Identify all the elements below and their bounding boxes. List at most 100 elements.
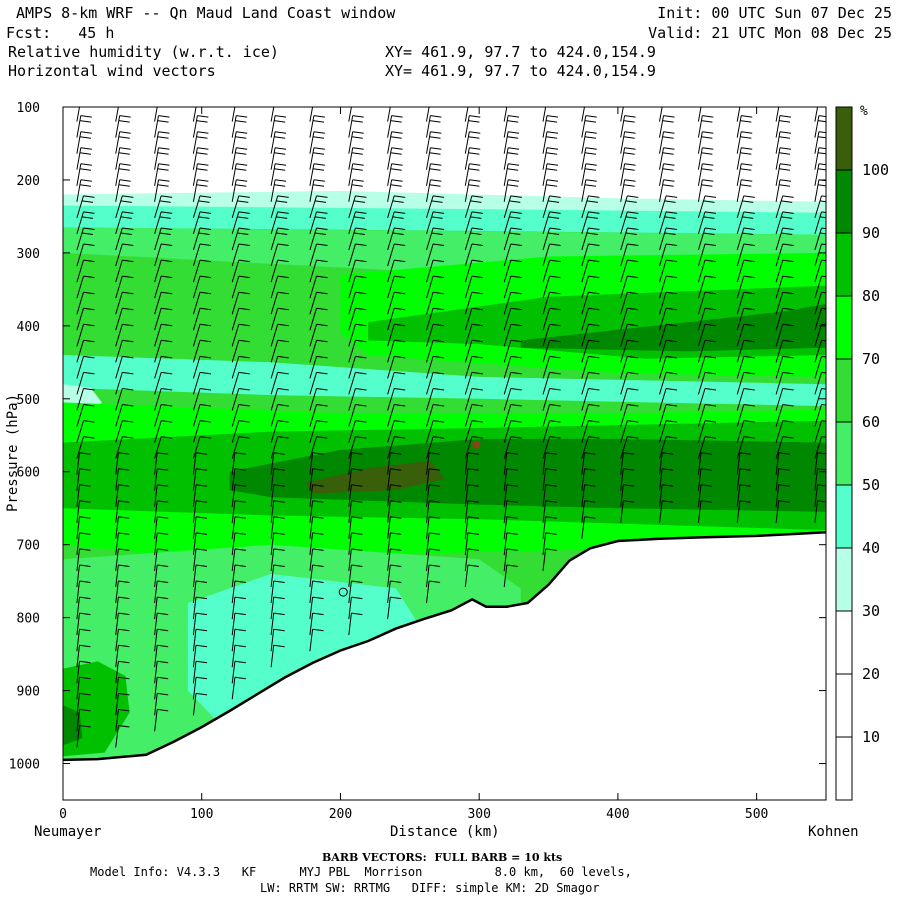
wind-barb (697, 468, 713, 491)
colorbar-tick-label: 40 (862, 539, 880, 557)
wind-barb (231, 163, 248, 186)
colorbar-tick-label: 60 (862, 413, 880, 431)
wind-barb (270, 612, 285, 636)
wind-barb (192, 388, 212, 411)
colorbar-segment (836, 611, 852, 800)
wind-barb (620, 227, 639, 251)
wind-barb (659, 452, 674, 475)
field-rh-label: Relative humidity (w.r.t. ice) (8, 43, 279, 61)
wind-barb (503, 227, 522, 251)
wind-barb (736, 259, 755, 283)
wind-barb (192, 115, 209, 138)
wind-barb (581, 275, 600, 299)
wind-barb (581, 291, 600, 315)
wind-barb (387, 163, 403, 186)
wind-barb (309, 227, 328, 251)
wind-barb (775, 291, 794, 315)
colorbar-tick-label: 10 (862, 728, 880, 746)
wind-barb (464, 355, 483, 379)
wind-barb (620, 468, 635, 491)
wind-barb (464, 548, 479, 571)
wind-barb (814, 275, 826, 299)
wind-barb (115, 532, 130, 555)
wind-barb (154, 195, 173, 219)
wind-barb (542, 107, 547, 122)
wind-barb (426, 259, 445, 283)
wind-barb (426, 516, 441, 539)
wind-barb (231, 628, 246, 652)
wind-barb (503, 107, 508, 122)
wind-barb (348, 484, 363, 507)
wind-barb (270, 516, 285, 539)
physics-info: LW: RRTM SW: RRTMG DIFF: simple KM: 2D S… (260, 881, 600, 895)
wind-barb (697, 420, 717, 443)
wind-barb (348, 371, 367, 395)
wind-barb (154, 163, 170, 186)
wind-barb (775, 275, 794, 299)
wind-barb (192, 484, 208, 507)
wind-barb (659, 107, 663, 122)
wind-barb (736, 468, 751, 491)
wind-barb (231, 644, 246, 668)
wind-barb (348, 580, 363, 604)
wind-barb (270, 388, 289, 411)
wind-barb (736, 484, 751, 507)
colorbar-segment (836, 107, 852, 170)
wind-barb (542, 323, 561, 347)
wind-barb (270, 227, 289, 251)
wind-barb (464, 371, 483, 395)
wind-barb (154, 339, 173, 363)
wind-barb (231, 548, 246, 571)
wind-barb (659, 323, 678, 347)
wind-barb (309, 404, 328, 427)
colorbar-tick-label: 90 (862, 224, 880, 242)
wind-barb (309, 179, 325, 202)
wind-barb (231, 371, 250, 395)
wind-barb (192, 291, 212, 315)
wind-barb (309, 355, 328, 379)
wind-barb (736, 388, 755, 411)
colorbar-tick-label: 70 (862, 350, 880, 368)
wind-barb (387, 227, 406, 251)
wind-barb (348, 131, 364, 154)
colorbar-segment (836, 548, 852, 611)
wind-barb (115, 339, 134, 363)
wind-barb (192, 147, 209, 170)
wind-barb (115, 259, 134, 283)
wind-barb (620, 131, 636, 154)
wind-barb (309, 468, 324, 491)
wind-barb (154, 548, 169, 571)
wind-barb (814, 468, 826, 491)
wind-barb (775, 468, 790, 491)
wind-barb (620, 211, 639, 235)
wind-barb (775, 500, 790, 523)
wind-barb (231, 243, 250, 267)
wind-barb (115, 179, 131, 202)
wind-barb (231, 660, 246, 684)
wind-barb (775, 227, 794, 251)
wind-barb (192, 307, 212, 331)
wind-barb (231, 195, 250, 219)
y-tick-label: 800 (17, 612, 40, 627)
wind-barb (659, 468, 674, 491)
wind-barb (581, 339, 600, 363)
wind-barb (581, 107, 585, 122)
wind-barb (814, 323, 826, 347)
wind-barb (192, 275, 212, 299)
wind-barb (309, 564, 324, 588)
wind-barb (231, 291, 250, 315)
wind-barb (348, 500, 363, 523)
wind-barb (387, 195, 406, 219)
rh-band-bl-core (63, 705, 83, 746)
wind-barb (348, 147, 364, 170)
wind-barb (115, 725, 130, 748)
wind-barb (620, 107, 624, 122)
wind-barb (775, 436, 794, 459)
wind-barb (542, 195, 561, 219)
wind-barb (270, 436, 289, 459)
wind-barb (387, 516, 402, 539)
wind-barb (270, 339, 289, 363)
wind-barb (426, 564, 441, 588)
wind-barb (659, 179, 675, 202)
wind-barb (542, 436, 561, 459)
